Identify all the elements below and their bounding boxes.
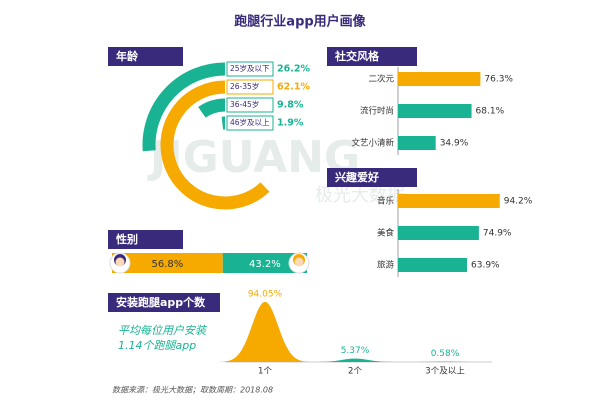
stacked-segment <box>112 253 223 273</box>
category-label: 音乐 <box>377 196 395 207</box>
value-label: 62.1% <box>277 82 310 93</box>
category-label: 2个 <box>348 367 362 377</box>
annotation: 平均每位用户安装 <box>118 324 208 337</box>
bar <box>398 72 481 86</box>
label-box <box>226 61 274 77</box>
value-label: 94.2% <box>504 197 533 207</box>
value-label: 74.9% <box>483 229 512 239</box>
category-label: 二次元 <box>368 74 394 85</box>
section-header <box>108 47 183 66</box>
value-label: 68.1% <box>476 107 505 117</box>
label-box <box>226 97 274 113</box>
value-label: 34.9% <box>440 139 469 149</box>
annotation: 1.14个跑腿app <box>118 339 196 352</box>
category-label: 文艺小清新 <box>351 138 394 149</box>
value-label: 26.2% <box>277 64 310 75</box>
category-label: 流行时尚 <box>360 106 394 117</box>
person-face <box>294 257 304 267</box>
category-label: 旅游 <box>377 260 395 271</box>
bar <box>398 194 500 208</box>
section-header <box>108 230 183 249</box>
value-label: 43.2% <box>249 259 281 270</box>
page-title: 跑腿行业app用户画像 <box>234 14 366 30</box>
bar <box>398 136 436 150</box>
category-label: 36-45岁 <box>230 99 259 109</box>
radial-bar <box>160 80 270 210</box>
category-label: 25岁及以下 <box>230 63 270 73</box>
distribution-bump <box>310 358 400 362</box>
value-label: 9.8% <box>277 100 304 111</box>
value-label: 56.8% <box>151 259 183 270</box>
value-label: 5.37% <box>341 346 370 356</box>
section-header <box>327 47 417 66</box>
source: 数据来源：极光大数据；取数周期：2018.08 <box>112 386 273 395</box>
value-label: 0.58% <box>431 349 460 359</box>
bar <box>398 226 479 240</box>
value-label: 1.9% <box>277 118 304 129</box>
watermark: 极光大数据 <box>315 185 405 206</box>
section-title: 安装跑腿app个数 <box>116 295 206 309</box>
label-box <box>226 79 274 95</box>
bar <box>398 104 472 118</box>
value-label: 94.05% <box>248 289 283 299</box>
radial-bar <box>198 98 226 118</box>
category-label: 1个 <box>258 367 272 377</box>
category-label: 46岁及以上 <box>230 117 270 127</box>
section-title: 年龄 <box>116 49 139 63</box>
section-header <box>108 293 220 312</box>
distribution-bump <box>220 301 310 362</box>
category-label: 3个及以上 <box>425 367 465 377</box>
section-title: 性别 <box>116 232 138 246</box>
section-header <box>327 168 417 187</box>
bar <box>398 258 468 272</box>
radial-bar <box>142 62 226 152</box>
label-box <box>226 115 274 131</box>
category-label: 美食 <box>377 228 395 239</box>
category-label: 26-35岁 <box>230 81 259 91</box>
stacked-segment <box>222 253 307 273</box>
value-label: 63.9% <box>471 261 500 271</box>
value-label: 76.3% <box>484 75 513 85</box>
person-face <box>115 257 125 267</box>
section-title: 兴趣爱好 <box>335 170 379 184</box>
section-title: 社交风格 <box>334 49 380 63</box>
